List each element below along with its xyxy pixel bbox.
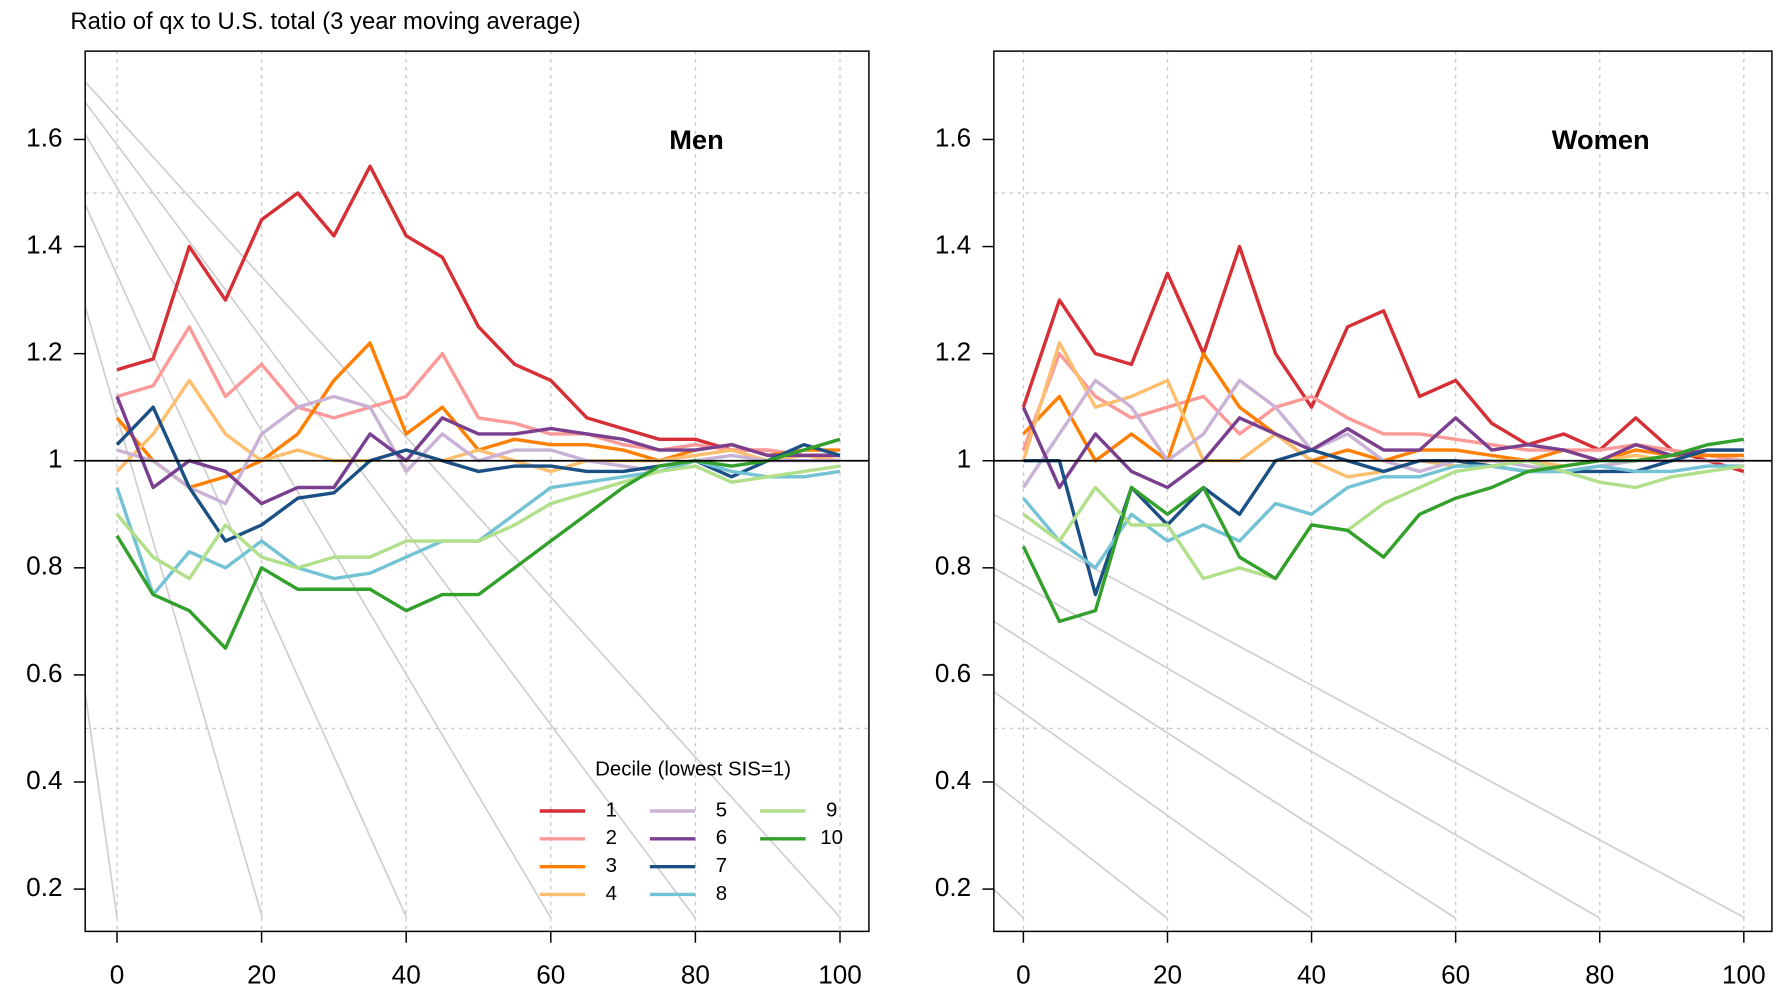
legend-label: 4 <box>606 882 617 905</box>
y-tick-label: 0.4 <box>935 765 971 795</box>
y-tick-label: 1 <box>48 444 63 474</box>
panel-title: Women <box>1552 124 1650 155</box>
series-line <box>1022 459 1745 581</box>
series-line <box>1021 437 1745 624</box>
x-tick-label: 0 <box>110 960 125 990</box>
x-tick-label: 20 <box>1153 960 1182 990</box>
y-tick-label: 0.8 <box>935 551 971 581</box>
y-tick-label: 0.8 <box>26 551 62 581</box>
series-line <box>1022 464 1744 570</box>
legend-label: 2 <box>606 826 617 849</box>
legend-label: 8 <box>716 882 727 905</box>
y-tick-label: 1.4 <box>935 229 971 259</box>
x-tick-label: 60 <box>1441 960 1470 990</box>
x-tick-label: 40 <box>1297 960 1326 990</box>
legend-label: 7 <box>716 854 727 877</box>
x-tick-label: 40 <box>392 960 421 990</box>
x-tick-label: 100 <box>1722 960 1766 990</box>
y-tick-label: 0.4 <box>26 765 62 795</box>
x-tick-label: 80 <box>681 960 710 990</box>
series-line <box>1021 406 1744 490</box>
legend-label: 6 <box>716 826 727 849</box>
x-tick-label: 0 <box>1016 960 1031 990</box>
y-tick-label: 0.6 <box>935 658 971 688</box>
legend-label: 5 <box>716 798 727 821</box>
y-tick-label: 1.2 <box>26 337 62 367</box>
y-tick-label: 0.6 <box>26 658 62 688</box>
reference-diagonals <box>993 513 1746 919</box>
series-line <box>1021 244 1745 474</box>
x-tick-label: 80 <box>1585 960 1614 990</box>
series-line <box>1021 351 1745 463</box>
y-tick-label: 1.2 <box>935 337 971 367</box>
y-axis-title: Ratio of qx to U.S. total (3 year moving… <box>70 8 580 35</box>
series-line <box>115 437 841 650</box>
legend-label: 1 <box>606 798 617 821</box>
y-tick-label: 0.2 <box>26 872 62 902</box>
y-tick-label: 1.6 <box>26 122 62 152</box>
panel <box>993 51 1772 932</box>
series-line <box>115 405 841 543</box>
series-line <box>115 395 840 506</box>
x-tick-label: 20 <box>247 960 276 990</box>
y-tick-label: 1 <box>957 444 972 474</box>
y-tick-label: 1.4 <box>26 229 62 259</box>
legend-label: 3 <box>606 854 617 877</box>
series-line <box>115 464 841 581</box>
series-line <box>116 164 840 458</box>
legend-title: Decile (lowest SIS=1) <box>595 758 791 781</box>
x-tick-label: 100 <box>818 960 862 990</box>
panel-title: Men <box>669 124 724 155</box>
series-line <box>1023 448 1744 597</box>
x-tick-label: 60 <box>536 960 565 990</box>
series-line <box>115 378 841 474</box>
y-tick-label: 1.6 <box>935 122 971 152</box>
y-tick-label: 0.2 <box>935 872 971 902</box>
plot-frame <box>84 50 870 933</box>
series-line <box>116 325 840 458</box>
reference-diagonals <box>85 81 842 919</box>
legend-label: 10 <box>820 826 843 849</box>
plot-frame <box>993 50 1773 933</box>
legend-label: 9 <box>826 798 837 821</box>
panel <box>85 51 869 932</box>
